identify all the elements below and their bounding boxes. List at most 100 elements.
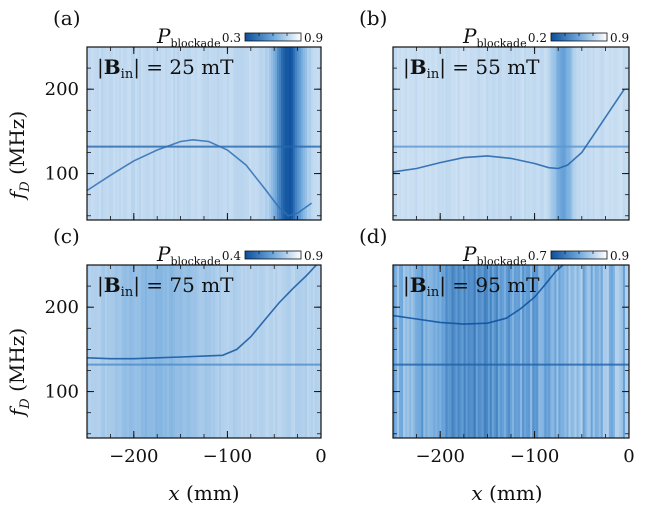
heatmap-strip — [265, 47, 268, 220]
heatmap-strip — [245, 47, 248, 220]
heatmap-strip — [281, 265, 284, 438]
colorbar-min-label: 0.4 — [222, 249, 241, 263]
heatmap-strip — [149, 265, 152, 438]
y-tick-label: 100 — [45, 382, 79, 403]
x-tick-label: −200 — [415, 446, 464, 467]
heatmap-strip — [193, 265, 196, 438]
heatmap-strip — [147, 47, 150, 220]
heatmap-strip — [528, 265, 531, 438]
heatmap-strip — [155, 265, 158, 438]
heatmap-strip — [167, 47, 170, 220]
heatmap-strip — [469, 265, 473, 438]
heatmap-strip — [291, 47, 294, 220]
heatmap-strip — [211, 47, 214, 220]
heatmap-strip — [495, 265, 499, 438]
heatmap-strip — [161, 265, 164, 438]
heatmap-strip — [299, 47, 302, 220]
heatmap-strip — [550, 265, 553, 438]
heatmap-strip — [598, 47, 602, 220]
heatmap-strip — [315, 265, 318, 438]
heatmap-strip — [163, 47, 166, 220]
heatmap-strip — [453, 265, 456, 438]
heatmap-strip — [421, 47, 424, 220]
heatmap-strip — [135, 265, 138, 438]
heatmap-strip — [449, 47, 452, 220]
heatmap-strip — [159, 47, 162, 220]
heatmap-strip — [427, 265, 430, 438]
x-tick-label: 0 — [315, 446, 326, 467]
heatmap-strip — [536, 47, 539, 220]
heatmap-strip — [534, 47, 537, 220]
heatmap-strip — [181, 47, 184, 220]
heatmap-strip — [313, 265, 316, 438]
y-tick-label: 200 — [45, 79, 79, 100]
heatmap-strip — [207, 265, 210, 438]
heatmap-strip — [594, 47, 598, 220]
panel-d: −200 −100 0 (d) |Bin| = 95 mT Pblockade 0.7 0.9 — [359, 224, 635, 467]
heatmap-strip — [179, 265, 182, 438]
heatmap-strip — [453, 47, 456, 220]
heatmap-strip — [512, 265, 515, 438]
heatmap-strip — [99, 47, 102, 220]
heatmap-strip — [401, 265, 404, 438]
heatmap-strip — [141, 47, 144, 220]
heatmap-strip — [606, 47, 610, 220]
heatmap-strip — [463, 265, 467, 438]
heatmap-strip — [501, 47, 505, 220]
heatmap-strip — [516, 47, 519, 220]
heatmap-strip — [435, 47, 438, 220]
heatmap-strip — [155, 47, 158, 220]
heatmap-strip — [598, 265, 602, 438]
heatmap-strip — [600, 265, 604, 438]
heatmap-strip — [499, 47, 503, 220]
heatmap-strip — [415, 47, 418, 220]
x-tick-label: −100 — [510, 446, 559, 467]
heatmap-strip — [113, 47, 116, 220]
heatmap-strip — [263, 265, 266, 438]
heatmap-strip — [191, 47, 194, 220]
heatmap-strip — [556, 47, 559, 220]
heatmap-strip — [594, 265, 598, 438]
heatmap-strip — [247, 47, 250, 220]
heatmap-strip — [497, 47, 501, 220]
heatmap-strip — [397, 47, 400, 220]
heatmap-strip — [530, 47, 533, 220]
heatmap-strip — [261, 265, 264, 438]
heatmap-strip — [491, 265, 495, 438]
heatmap-strip — [257, 265, 260, 438]
heatmap-strip — [171, 47, 174, 220]
heatmap-strip — [199, 47, 202, 220]
heatmap-strip — [465, 265, 469, 438]
heatmap-strip — [479, 265, 483, 438]
field-label: |Bin| = 25 mT — [97, 55, 234, 82]
heatmap-strip — [183, 265, 186, 438]
heatmap-strip — [552, 265, 555, 438]
heatmap-strip — [473, 265, 477, 438]
heatmap-strip — [586, 265, 590, 438]
heatmap-strip — [195, 265, 198, 438]
heatmap-strip — [475, 47, 479, 220]
heatmap-strip — [393, 265, 396, 438]
heatmap-strip — [157, 265, 160, 438]
heatmap-strip — [107, 265, 110, 438]
heatmap-strip — [233, 47, 236, 220]
heatmap-strip — [271, 265, 274, 438]
heatmap-strip — [596, 265, 600, 438]
heatmap-strip — [103, 47, 106, 220]
heatmap-strip — [235, 47, 238, 220]
heatmap-strip — [395, 47, 398, 220]
heatmap-strip — [177, 47, 180, 220]
heatmap-strip — [267, 265, 270, 438]
heatmap-strip — [401, 47, 404, 220]
heatmap-strip — [213, 265, 216, 438]
heatmap-strip — [189, 47, 192, 220]
heatmap-strip — [249, 265, 252, 438]
heatmap-strip — [475, 265, 479, 438]
heatmap-strip — [626, 265, 630, 438]
heatmap-strip — [578, 47, 581, 220]
heatmap-strip — [263, 47, 266, 220]
heatmap-strip — [95, 265, 98, 438]
heatmap-strip — [479, 47, 483, 220]
colorbar-label: Pblockade — [156, 242, 221, 268]
heatmap-strip — [624, 265, 628, 438]
